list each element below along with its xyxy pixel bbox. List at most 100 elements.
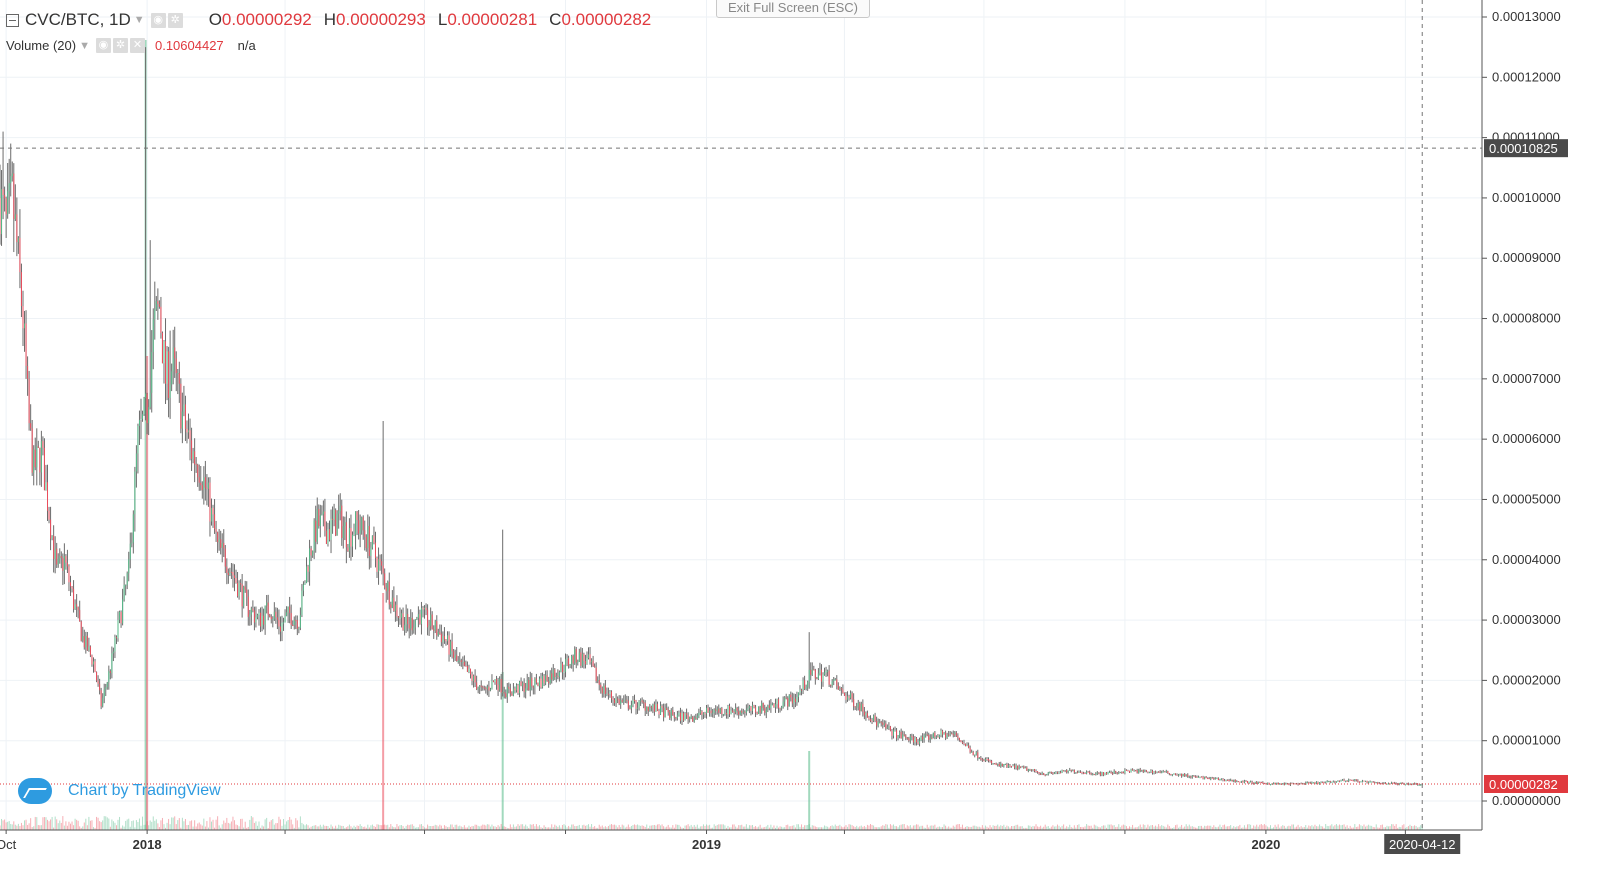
volume-bar [1242, 827, 1244, 830]
candle-body [194, 451, 196, 465]
candle-body [1400, 782, 1402, 784]
candle-body [454, 655, 456, 658]
candle-body [1141, 770, 1143, 772]
volume-bar [414, 827, 416, 830]
symbol-title[interactable]: CVC/BTC, 1D [25, 10, 131, 29]
candle-body [1086, 771, 1088, 774]
candle-body [169, 384, 171, 398]
candle-body [669, 712, 671, 718]
volume-bar [686, 825, 688, 830]
volume-bar [702, 824, 704, 830]
volume-bar [1384, 827, 1386, 830]
volume-bar [1363, 824, 1365, 830]
volume-bar [1366, 825, 1368, 830]
volume-bar [799, 826, 801, 830]
candle-body [1340, 780, 1342, 782]
volume-bar [926, 824, 928, 830]
volume-bar [65, 821, 67, 830]
volume-title[interactable]: Volume (20) [6, 38, 77, 53]
volume-bar [870, 824, 872, 830]
volume-bar [538, 825, 540, 830]
candle-body [1240, 780, 1242, 782]
candle-body [1070, 769, 1072, 771]
volume-bar [240, 818, 242, 830]
volume-bar [604, 826, 606, 830]
candle-body [132, 514, 134, 543]
candle-body [505, 693, 507, 698]
volume-bar [627, 824, 629, 830]
volume-bar [761, 827, 763, 830]
volume-bar [1306, 827, 1308, 830]
candle-body [355, 511, 357, 535]
candle-body [1335, 781, 1337, 783]
chevron-down-icon[interactable]: ▼ [79, 39, 90, 52]
candle-body [480, 685, 482, 687]
candle-body [492, 680, 494, 682]
gear-icon[interactable]: ✲ [167, 12, 183, 28]
time-axis[interactable]: Oct 2018 2019 2020 2020-04-12 [0, 829, 1482, 854]
candle-body [404, 624, 406, 631]
volume-bar [1, 818, 3, 830]
candle-body [298, 627, 300, 629]
candle-body [863, 711, 865, 716]
tradingview-watermark[interactable]: Chart by TradingView [18, 778, 221, 804]
candle-body [1000, 763, 1002, 767]
candle-body [68, 566, 70, 583]
volume-bar [57, 823, 59, 830]
candle-body [284, 615, 286, 623]
volume-bar [762, 827, 764, 830]
volume-bar [1286, 826, 1288, 830]
candle-body [500, 678, 502, 693]
candle-body [483, 687, 485, 689]
close-icon[interactable]: ✕ [129, 38, 145, 53]
volume-bar [384, 824, 386, 830]
volume-bar [1041, 827, 1043, 830]
eye-icon[interactable]: ◉ [95, 38, 111, 53]
volume-bar [1086, 824, 1088, 830]
volume-bar [563, 824, 565, 830]
candle-body [906, 737, 908, 739]
candle-body [252, 608, 254, 611]
candle-body [713, 709, 715, 713]
candle-body [525, 688, 527, 692]
volume-bar [1000, 825, 1002, 830]
volume-bar [416, 827, 418, 830]
volume-bar [1003, 824, 1005, 830]
volume-bar [405, 825, 407, 830]
volume-bar [1292, 824, 1294, 830]
volume-bar [1253, 825, 1255, 830]
candle-body [558, 672, 560, 677]
eye-icon[interactable]: ◉ [150, 12, 166, 28]
candle-body [876, 720, 878, 726]
volume-bar [47, 819, 49, 830]
gear-icon[interactable]: ✲ [112, 38, 128, 53]
volume-spike [382, 593, 385, 830]
volume-bar [350, 826, 352, 830]
candle-body [79, 610, 81, 622]
candle-body [1245, 780, 1247, 782]
candle-body [307, 566, 309, 572]
candle-body [281, 622, 283, 632]
candle-body [119, 611, 121, 620]
candle-body [1006, 764, 1008, 768]
volume-bar [955, 824, 957, 830]
candle-body [342, 526, 344, 538]
collapse-legend-icon[interactable] [6, 13, 19, 27]
volume-bar [437, 826, 439, 830]
volume-bar [712, 827, 714, 830]
candle-body [1083, 772, 1085, 774]
candle-body [491, 680, 493, 690]
candle-body [1319, 782, 1321, 785]
candle-body [184, 404, 186, 429]
price-axis[interactable]: 0.000130000.000120000.000110000.00010000… [1481, 0, 1568, 830]
volume-spike [146, 356, 149, 830]
candle-body [748, 706, 750, 709]
volume-bar [324, 825, 326, 830]
volume-bar [129, 826, 131, 830]
volume-bar [1158, 824, 1160, 830]
exit-fullscreen-button[interactable]: Exit Full Screen (ESC) [716, 0, 870, 18]
candle-body [857, 703, 859, 707]
chevron-down-icon[interactable]: ▼ [133, 14, 145, 26]
volume-bar [1150, 825, 1152, 830]
